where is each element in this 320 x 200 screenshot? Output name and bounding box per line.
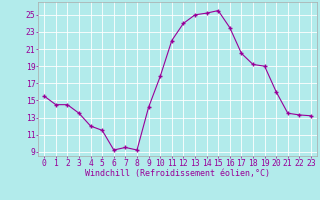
X-axis label: Windchill (Refroidissement éolien,°C): Windchill (Refroidissement éolien,°C) xyxy=(85,169,270,178)
